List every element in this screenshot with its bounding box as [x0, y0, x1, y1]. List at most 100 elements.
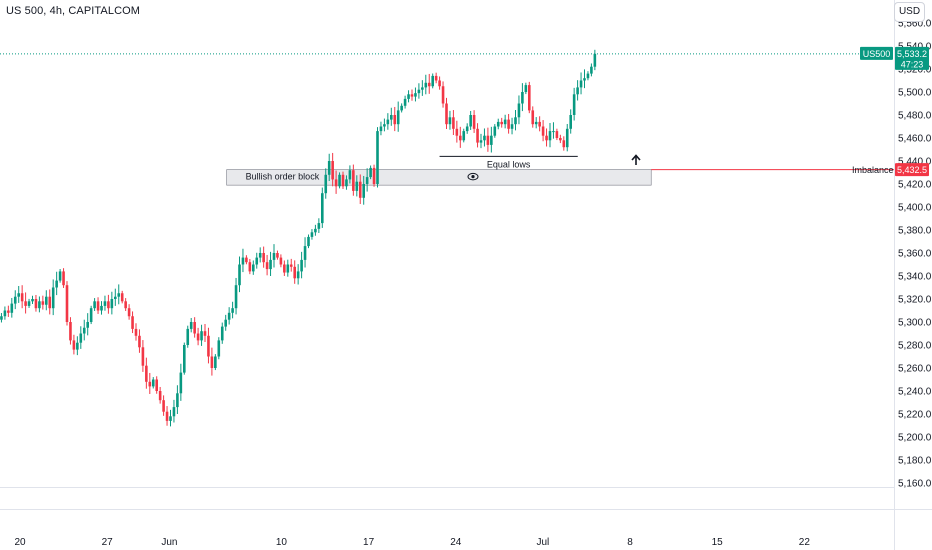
candle	[248, 258, 252, 275]
candle	[20, 285, 24, 309]
candle	[448, 110, 452, 130]
candle	[462, 128, 466, 143]
candle	[417, 83, 421, 99]
candle	[496, 118, 500, 130]
candle-body	[459, 135, 462, 141]
candle-body	[255, 257, 259, 265]
price-tick-label: 5,240.0	[898, 387, 932, 398]
candle	[307, 234, 310, 249]
time-tick-label: 20	[14, 537, 26, 548]
candle	[559, 134, 562, 144]
candle-body	[186, 328, 190, 345]
candle	[379, 121, 383, 136]
candle-body	[383, 124, 386, 127]
imbalance-price-tag	[895, 163, 929, 177]
candle-body	[569, 115, 572, 129]
candle-body	[528, 85, 531, 111]
candle-body	[220, 326, 224, 341]
candle-body	[338, 174, 341, 187]
candle-body	[176, 393, 179, 408]
candle-body	[234, 285, 238, 309]
time-axis[interactable]: 20 27 Jun 10 17 24 Jul 8 15 22	[0, 509, 932, 549]
candle	[107, 294, 110, 314]
price-tick-label: 5,320.0	[898, 295, 932, 306]
candle-body	[117, 293, 121, 297]
candle	[331, 152, 334, 187]
candle	[138, 329, 141, 353]
candle	[27, 298, 31, 308]
candle-body	[69, 322, 72, 341]
candle	[93, 298, 96, 311]
candle	[424, 74, 428, 95]
candle	[134, 323, 138, 341]
price-tick-label: 5,460.0	[898, 134, 932, 145]
price-tick-label: 5,560.0	[898, 19, 932, 30]
candle	[362, 175, 365, 205]
time-tick-label: Jun	[161, 537, 177, 548]
candle	[324, 168, 328, 199]
time-tick-label: 10	[276, 537, 288, 548]
candle	[583, 69, 586, 89]
candle	[334, 170, 338, 194]
candle	[76, 336, 79, 356]
candle-body	[262, 253, 265, 263]
candle-body	[58, 271, 62, 281]
candle	[224, 314, 227, 331]
candle-body	[552, 131, 555, 133]
candle-body	[345, 179, 348, 187]
candle-body	[376, 131, 379, 184]
candle	[69, 317, 72, 345]
candle-body	[469, 115, 472, 127]
candle-body	[496, 121, 500, 127]
currency-button[interactable]: USD	[894, 2, 925, 22]
candle-body	[79, 333, 83, 343]
candle-body	[165, 411, 169, 421]
eye-pupil	[471, 175, 475, 179]
candle-body	[414, 93, 417, 97]
candle	[55, 271, 58, 296]
candle	[262, 246, 265, 268]
candle-body	[38, 301, 41, 309]
candle	[120, 290, 124, 304]
candle	[386, 113, 390, 130]
candle-body	[252, 264, 255, 272]
candle-body	[183, 345, 186, 373]
price-tick-label: 5,280.0	[898, 341, 932, 352]
candle-body	[490, 135, 493, 145]
candle	[124, 298, 127, 311]
candle-body	[396, 110, 400, 125]
candle	[151, 377, 155, 389]
candle	[100, 301, 103, 315]
candle-body	[210, 356, 214, 368]
candle-body	[493, 126, 497, 136]
candle-body	[203, 331, 207, 336]
candle-body	[590, 66, 593, 74]
candle-body	[86, 322, 89, 328]
price-tick-label: 5,480.0	[898, 111, 932, 122]
price-tick-label: 5,500.0	[898, 88, 932, 99]
candle-body	[265, 262, 269, 270]
candle-body	[455, 128, 459, 136]
candle-body	[503, 119, 507, 125]
arrow-up-icon[interactable]	[631, 154, 641, 166]
candle-body	[107, 301, 110, 309]
candle-body	[65, 285, 69, 322]
candle	[300, 251, 303, 279]
candle-body	[258, 253, 262, 258]
candle	[503, 114, 507, 129]
candle	[407, 90, 410, 103]
candle	[172, 399, 176, 423]
candle-body	[217, 340, 221, 357]
candle	[393, 106, 397, 132]
price-tick-label: 5,360.0	[898, 249, 932, 260]
candle-body	[393, 115, 397, 125]
candle	[569, 109, 572, 134]
candle	[183, 342, 186, 375]
candle-body	[358, 181, 362, 198]
eye-icon[interactable]	[467, 172, 479, 181]
candle	[72, 334, 76, 355]
candle-body	[269, 259, 272, 270]
candle	[507, 113, 510, 134]
